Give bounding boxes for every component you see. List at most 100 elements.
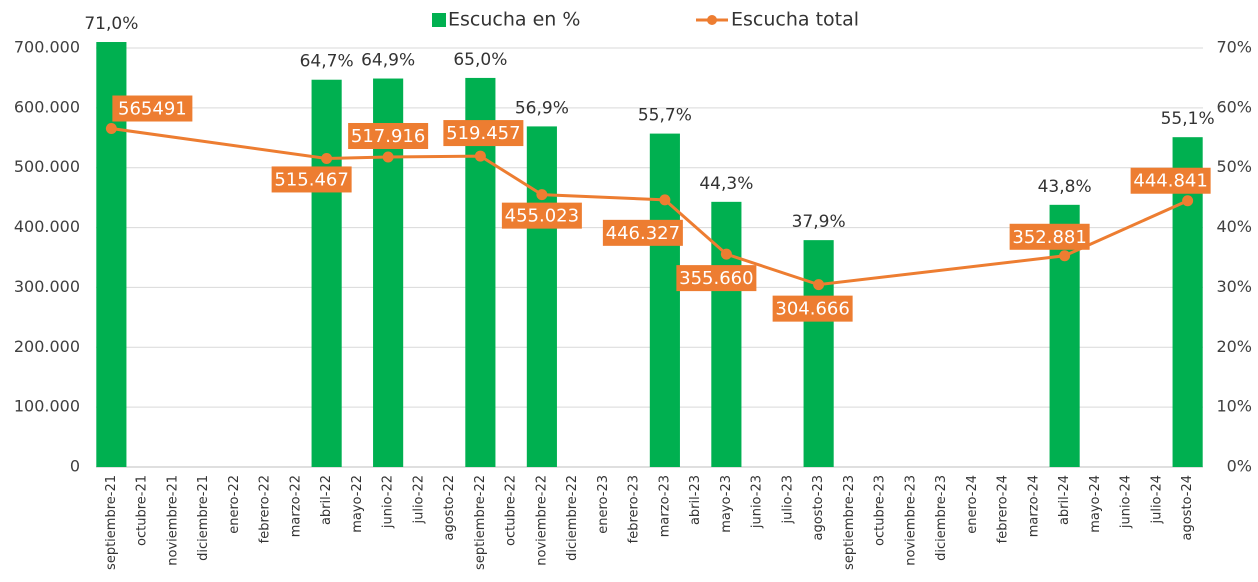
- bar: [649, 133, 680, 468]
- x-tick-label: abril-22: [319, 475, 334, 525]
- line-value-label: 565491: [118, 99, 187, 120]
- line-value-label: 444.841: [1133, 171, 1207, 192]
- x-tick-label: septiembre-22: [473, 475, 488, 570]
- line-marker: [321, 152, 333, 164]
- line-marker: [813, 279, 825, 291]
- x-tick-label: marzo-22: [288, 475, 303, 537]
- x-tick-label: febrero-24: [996, 475, 1011, 543]
- x-tick-label: noviembre-23: [903, 475, 918, 566]
- x-tick-label: diciembre-21: [196, 475, 211, 561]
- line-marker: [536, 189, 548, 201]
- line-label-box: [271, 166, 352, 193]
- bar-value-label: 65,0%: [453, 50, 507, 70]
- x-tick-label: enero-23: [596, 475, 611, 534]
- x-tick-label: enero-24: [965, 475, 980, 534]
- line-value-label: 455.023: [505, 206, 579, 227]
- line-label-box: [1130, 167, 1211, 194]
- bar-value-label: 44,3%: [699, 174, 753, 194]
- line-value-label: 304.666: [775, 299, 849, 320]
- x-tick-label: marzo-23: [657, 475, 672, 537]
- line: [111, 127, 1189, 287]
- line-label-box: [443, 120, 524, 147]
- line-value-label: 515.467: [274, 169, 348, 190]
- y-tick-label: 700.000: [14, 38, 80, 57]
- x-tick-label: julio-23: [780, 475, 795, 525]
- line-marker: [720, 248, 732, 260]
- y2-tick-label: 10%: [1216, 397, 1252, 416]
- x-tick-label: abril-23: [688, 475, 703, 525]
- line-label-box: [676, 265, 757, 292]
- x-tick-label: agosto-23: [811, 475, 826, 540]
- line-marker: [1059, 250, 1071, 262]
- x-tick-label: enero-22: [227, 475, 242, 534]
- x-tick-label: marzo-24: [1026, 475, 1041, 537]
- x-tick-label: junio-24: [1119, 475, 1134, 529]
- line-label-box: [348, 122, 429, 149]
- legend-label: Escucha en %: [448, 9, 580, 31]
- bar: [711, 201, 742, 467]
- line-marker: [474, 150, 486, 162]
- y-tick-label: 200.000: [14, 337, 80, 356]
- y2-tick-label: 20%: [1216, 337, 1252, 356]
- bar-value-label: 71,0%: [84, 14, 138, 34]
- x-tick-label: febrero-22: [258, 475, 273, 543]
- y2-tick-label: 30%: [1216, 277, 1252, 296]
- y-tick-label: 400.000: [14, 217, 80, 236]
- bar: [803, 240, 834, 467]
- bar: [311, 79, 342, 467]
- bar: [526, 126, 557, 468]
- x-tick-label: julio-24: [1149, 475, 1164, 525]
- legend-label: Escucha total: [731, 9, 859, 31]
- line-value-label: 519.457: [446, 123, 520, 144]
- x-tick-label: junio-22: [381, 475, 396, 529]
- x-tick-label: agosto-24: [1180, 475, 1195, 540]
- y2-tick-label: 50%: [1216, 157, 1252, 176]
- x-tick-label: octubre-21: [135, 475, 150, 546]
- x-tick-label: octubre-23: [873, 475, 888, 546]
- bar-value-label: 64,7%: [300, 52, 354, 72]
- y2-tick-label: 40%: [1216, 217, 1252, 236]
- x-tick-label: abril-24: [1057, 475, 1072, 525]
- x-tick-label: octubre-22: [504, 475, 519, 546]
- y2-tick-label: 70%: [1216, 38, 1252, 57]
- y-tick-label: 0: [70, 457, 80, 476]
- line-label-box: [772, 295, 853, 322]
- y-tick-label: 100.000: [14, 397, 80, 416]
- x-tick-label: diciembre-23: [934, 475, 949, 561]
- x-tick-label: junio-23: [750, 475, 765, 529]
- y2-tick-label: 0%: [1227, 457, 1252, 476]
- line-label-box: [112, 95, 193, 122]
- x-tick-label: febrero-23: [627, 475, 642, 543]
- line-marker: [105, 123, 117, 135]
- line-label-box: [1009, 223, 1090, 250]
- bar-value-label: 55,1%: [1161, 109, 1215, 129]
- x-tick-label: mayo-23: [719, 475, 734, 533]
- line-value-label: 352.881: [1012, 227, 1086, 248]
- line-label-box: [602, 219, 683, 246]
- line-value-label: 355.660: [679, 268, 753, 289]
- x-tick-label: mayo-22: [350, 475, 365, 533]
- bar-value-label: 56,9%: [515, 98, 569, 118]
- y-tick-label: 500.000: [14, 157, 80, 176]
- line-value-label: 517.916: [351, 126, 425, 147]
- x-tick-label: septiembre-23: [842, 475, 857, 570]
- line-marker: [382, 151, 394, 163]
- x-tick-label: diciembre-22: [565, 475, 580, 561]
- x-tick-label: agosto-22: [442, 475, 457, 540]
- y2-tick-label: 60%: [1216, 97, 1252, 116]
- line-label-box: [501, 202, 582, 229]
- x-tick-label: noviembre-22: [534, 475, 549, 566]
- legend-swatch: [432, 13, 446, 27]
- x-tick-label: septiembre-21: [104, 475, 119, 570]
- legend-swatch-marker: [707, 15, 717, 25]
- bar-value-label: 55,7%: [638, 106, 692, 126]
- line-marker: [659, 194, 671, 206]
- x-tick-label: noviembre-21: [165, 475, 180, 566]
- bar-value-label: 43,8%: [1038, 177, 1092, 197]
- line-marker: [1182, 195, 1194, 207]
- y-tick-label: 300.000: [14, 277, 80, 296]
- y-tick-label: 600.000: [14, 97, 80, 116]
- line-value-label: 446.327: [606, 223, 680, 244]
- bar-value-label: 64,9%: [361, 51, 415, 71]
